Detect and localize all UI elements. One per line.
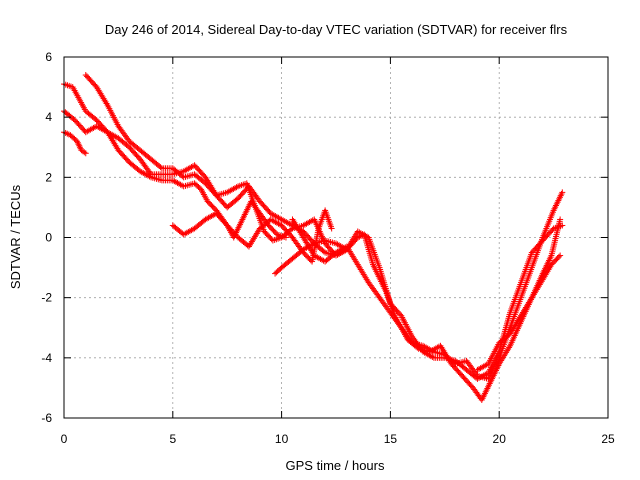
y-tick-label: -6 <box>41 411 52 425</box>
data-points <box>61 72 566 403</box>
y-tick-label: -4 <box>41 351 52 365</box>
y-tick-label: 4 <box>45 110 52 124</box>
data-point <box>157 164 164 171</box>
grid-lines <box>64 57 608 418</box>
x-tick-label: 25 <box>601 432 615 446</box>
chart-title: Day 246 of 2014, Sidereal Day-to-day VTE… <box>105 22 568 37</box>
data-point <box>555 253 562 260</box>
y-axis-label: SDTVAR / TECUs <box>8 184 23 289</box>
data-point <box>320 248 327 255</box>
y-tick-label: 2 <box>45 170 52 184</box>
y-tick-label: 6 <box>45 50 52 64</box>
data-point <box>343 246 350 253</box>
data-point <box>82 150 89 157</box>
x-tick-label: 5 <box>169 432 176 446</box>
data-point <box>81 149 88 156</box>
x-tick-label: 0 <box>61 432 68 446</box>
data-point <box>557 252 564 259</box>
data-point <box>288 226 295 233</box>
y-tick-label: -2 <box>41 291 52 305</box>
axis-ticks: 0 5 10 15 20 25 -6 -4 -2 0 2 4 6 <box>41 50 615 446</box>
y-tick-label: 0 <box>45 231 52 245</box>
x-tick-label: 10 <box>275 432 289 446</box>
x-tick-label: 15 <box>384 432 398 446</box>
x-axis-label: GPS time / hours <box>286 458 385 473</box>
data-point <box>328 225 335 232</box>
data-point <box>397 311 404 318</box>
x-tick-label: 20 <box>493 432 507 446</box>
data-point <box>559 189 566 196</box>
data-point <box>557 216 564 223</box>
